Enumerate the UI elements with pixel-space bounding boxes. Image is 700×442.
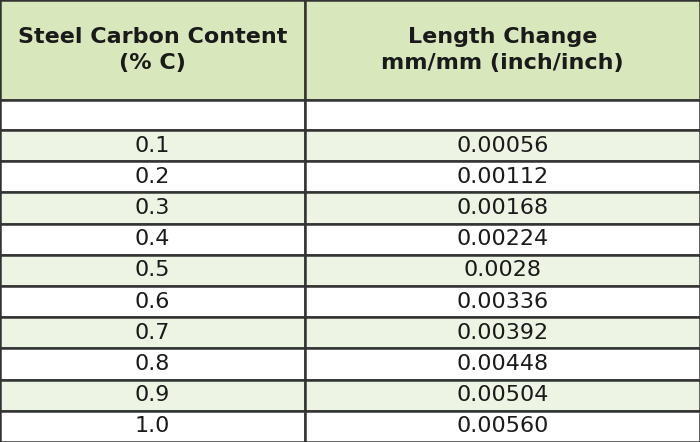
- Bar: [304, 286, 700, 317]
- Bar: [304, 130, 700, 161]
- Text: 0.9: 0.9: [134, 385, 170, 405]
- Text: 0.00448: 0.00448: [456, 354, 548, 374]
- Text: Steel Carbon Content
(% C): Steel Carbon Content (% C): [18, 27, 287, 73]
- Text: 0.8: 0.8: [134, 354, 170, 374]
- Bar: [0, 100, 304, 130]
- Text: 0.7: 0.7: [134, 323, 170, 343]
- Bar: [304, 100, 700, 130]
- Bar: [0, 192, 304, 224]
- Bar: [0, 286, 304, 317]
- Text: 1.0: 1.0: [134, 416, 170, 436]
- Bar: [0, 161, 304, 192]
- Bar: [0, 255, 304, 286]
- Text: 0.6: 0.6: [134, 292, 170, 312]
- Text: Length Change
mm/mm (inch/inch): Length Change mm/mm (inch/inch): [381, 27, 624, 73]
- Text: 0.00168: 0.00168: [456, 198, 548, 218]
- Text: 0.0028: 0.0028: [463, 260, 541, 280]
- Bar: [0, 224, 304, 255]
- Text: 0.00056: 0.00056: [456, 136, 548, 156]
- Text: 0.3: 0.3: [134, 198, 170, 218]
- Bar: [0, 317, 304, 348]
- Bar: [0, 130, 304, 161]
- Bar: [304, 161, 700, 192]
- Bar: [304, 348, 700, 380]
- Bar: [304, 411, 700, 442]
- Bar: [0, 0, 304, 100]
- Bar: [0, 380, 304, 411]
- Text: 0.5: 0.5: [134, 260, 170, 280]
- Text: 0.00560: 0.00560: [456, 416, 548, 436]
- Text: 0.00392: 0.00392: [456, 323, 548, 343]
- Text: 0.4: 0.4: [134, 229, 170, 249]
- Text: 0.1: 0.1: [134, 136, 170, 156]
- Bar: [304, 224, 700, 255]
- Text: 0.00504: 0.00504: [456, 385, 548, 405]
- Bar: [304, 317, 700, 348]
- Text: 0.00112: 0.00112: [456, 167, 548, 187]
- Bar: [304, 255, 700, 286]
- Bar: [304, 192, 700, 224]
- Bar: [304, 380, 700, 411]
- Bar: [0, 348, 304, 380]
- Text: 0.00336: 0.00336: [456, 292, 548, 312]
- Bar: [0, 411, 304, 442]
- Text: 0.2: 0.2: [134, 167, 170, 187]
- Text: 0.00224: 0.00224: [456, 229, 548, 249]
- Bar: [304, 0, 700, 100]
